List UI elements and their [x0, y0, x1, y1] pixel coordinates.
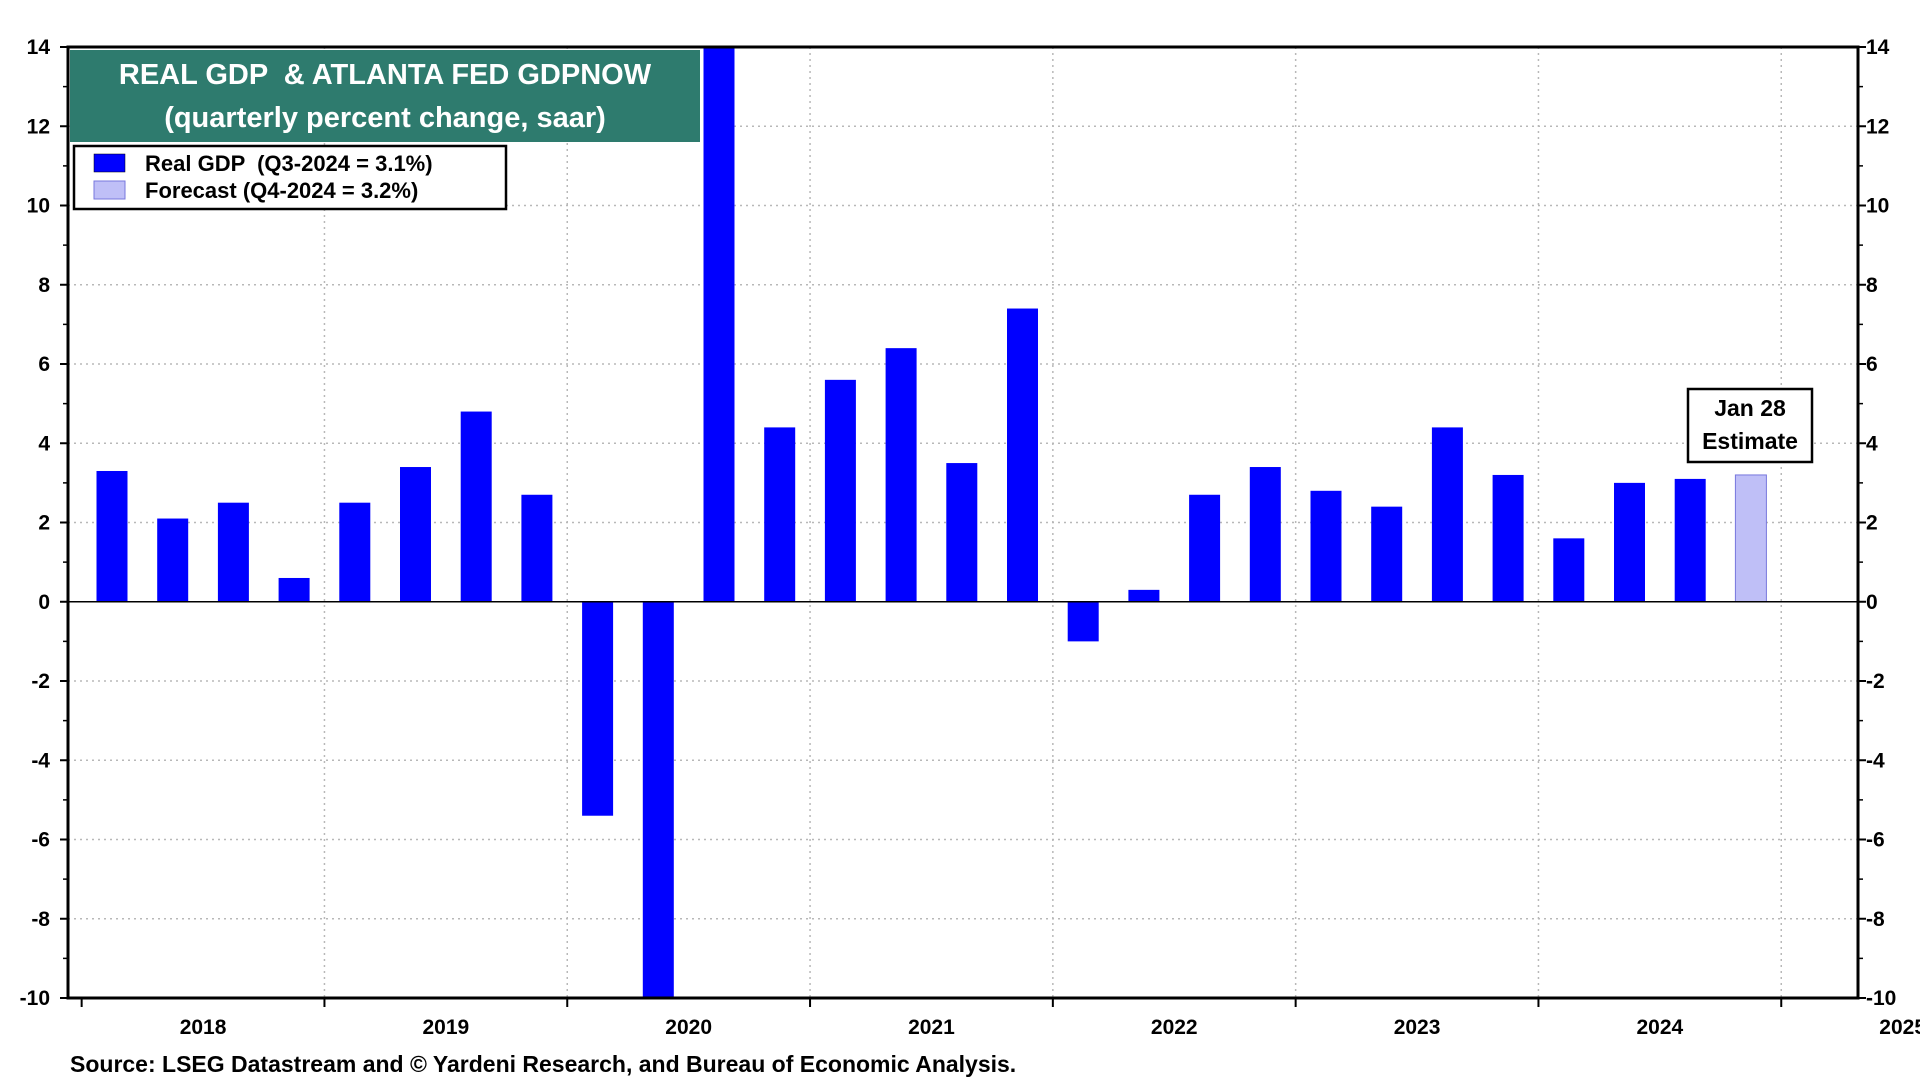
x-tick-label: 2024 [1636, 1016, 1683, 1039]
y-tick-label-left: -8 [31, 908, 50, 931]
bar-real-gdp [582, 601, 614, 816]
legend-label-real-gdp: Real GDP (Q3-2024 = 3.1%) [145, 151, 433, 176]
estimate-annotation: Jan 28 Estimate [1686, 387, 1814, 464]
chart-subtitle: (quarterly percent change, saar) [164, 102, 606, 134]
bar-forecast [1734, 474, 1767, 603]
bar-real-gdp [824, 379, 856, 602]
y-tick-label-left: 6 [38, 353, 50, 376]
y-tick-label-right: 2 [1866, 512, 1878, 535]
x-tick-label: 2019 [422, 1016, 469, 1039]
y-tick-label-right: 6 [1866, 353, 1878, 376]
estimate-annotation-label: Estimate [1702, 428, 1798, 454]
bar-real-gdp [157, 518, 189, 602]
y-tick-label-left: 12 [27, 115, 50, 138]
bar-real-gdp [1128, 589, 1160, 602]
bar-real-gdp [642, 601, 674, 998]
bar-real-gdp [703, 47, 735, 602]
bar-real-gdp [946, 463, 978, 602]
bar-real-gdp [96, 470, 128, 602]
x-tick-label: 2018 [180, 1016, 227, 1039]
chart-title: REAL GDP & ATLANTA FED GDPNOW [119, 59, 652, 91]
y-tick-label-right: -8 [1866, 908, 1885, 931]
y-tick-label-right: 4 [1866, 432, 1878, 455]
bar-real-gdp [1431, 427, 1463, 602]
title-block: REAL GDP & ATLANTA FED GDPNOW (quarterly… [70, 50, 700, 142]
legend-label-forecast: Forecast (Q4-2024 = 3.2%) [145, 178, 418, 203]
bar-real-gdp [1007, 308, 1038, 602]
bar-real-gdp [521, 494, 553, 602]
bar-real-gdp [1553, 538, 1585, 602]
y-tick-label-left: -4 [31, 749, 50, 772]
x-tick-label: 2020 [665, 1016, 712, 1039]
bar-real-gdp [400, 467, 431, 602]
bar-real-gdp [885, 348, 917, 602]
bar-real-gdp [1492, 474, 1524, 602]
bar-real-gdp [278, 577, 310, 602]
y-tick-label-left: -10 [20, 987, 50, 1010]
axis-labels-layer: -10 -10 -8 -8 -6 -6 -4 -4 -2 -2 0 0 2 2 4 4 6 6 8 8 10 10 12 12… [20, 36, 1920, 1039]
y-tick-label-left: 2 [38, 512, 50, 535]
estimate-annotation-date: Jan 28 [1714, 395, 1786, 421]
legend-swatch-real-gdp [93, 153, 126, 173]
source-note: Source: LSEG Datastream and © Yardeni Re… [70, 1051, 1016, 1077]
x-tick-label: 2021 [908, 1016, 955, 1039]
legend: Real GDP (Q3-2024 = 3.1%) Forecast (Q4-2… [72, 144, 508, 211]
y-tick-label-left: 14 [27, 36, 51, 59]
y-tick-label-right: 8 [1866, 274, 1878, 297]
bar-real-gdp [1067, 601, 1099, 642]
y-tick-label-right: -10 [1866, 987, 1896, 1010]
y-tick-label-left: -2 [31, 670, 50, 693]
legend-swatch-forecast [93, 180, 126, 200]
title-background [70, 50, 700, 142]
y-tick-label-left: -6 [31, 829, 50, 852]
x-tick-label: 2022 [1151, 1016, 1198, 1039]
bar-real-gdp [217, 502, 249, 602]
bar-real-gdp [764, 427, 796, 602]
bars-layer [96, 47, 1767, 998]
x-tick-label: 2025 [1879, 1016, 1920, 1039]
y-tick-label-right: 14 [1866, 36, 1890, 59]
y-tick-label-left: 10 [27, 195, 50, 218]
bar-real-gdp [1614, 482, 1645, 602]
bar-real-gdp [460, 411, 492, 602]
y-tick-label-right: 0 [1866, 591, 1878, 614]
y-tick-label-left: 4 [38, 432, 50, 455]
bar-real-gdp [1310, 490, 1342, 602]
y-tick-label-left: 8 [38, 274, 50, 297]
bar-real-gdp [1189, 494, 1221, 602]
estimate-annotation-box [1686, 387, 1814, 464]
y-tick-label-right: 10 [1866, 195, 1889, 218]
y-tick-label-left: 0 [38, 591, 50, 614]
y-tick-label-right: 12 [1866, 115, 1889, 138]
bar-real-gdp [1371, 506, 1403, 602]
y-tick-label-right: -2 [1866, 670, 1885, 693]
bar-real-gdp [1249, 467, 1281, 602]
x-tick-label: 2023 [1394, 1016, 1441, 1039]
bar-real-gdp [339, 502, 371, 602]
y-tick-label-right: -6 [1866, 829, 1885, 852]
bar-real-gdp [1674, 478, 1706, 602]
legend-box [72, 144, 508, 211]
y-tick-label-right: -4 [1866, 749, 1885, 772]
